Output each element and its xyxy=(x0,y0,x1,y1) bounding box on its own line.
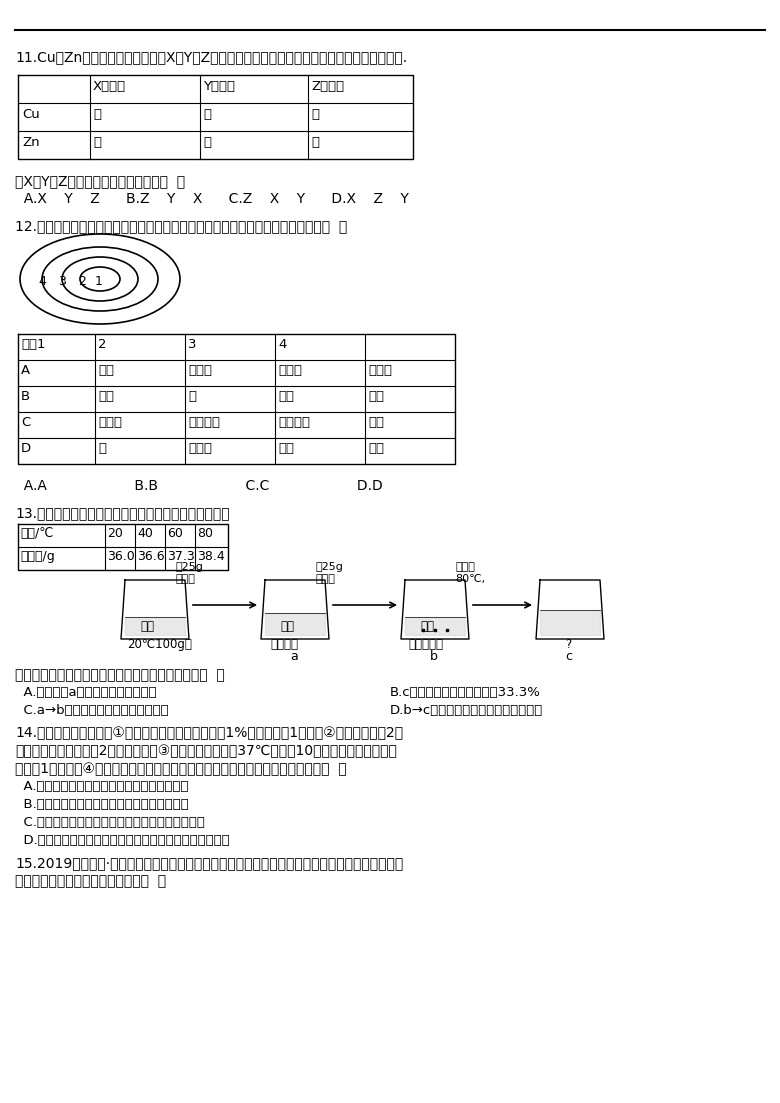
Text: 升唤液，乙试管内加入2毫升镜糊液。③同时将两试管恒温37℃，水浵10分钟后取出，冷却后分: 升唤液，乙试管内加入2毫升镜糊液。③同时将两试管恒温37℃，水浵10分钟后取出，… xyxy=(15,745,397,758)
Text: 36.0: 36.0 xyxy=(107,550,135,563)
Text: 11.Cu、Zn分别放入其他三种金属X、Y、Z的盐溶液中，反应后有无金属析出的情况如下表所示.: 11.Cu、Zn分别放入其他三种金属X、Y、Z的盐溶液中，反应后有无金属析出的情… xyxy=(15,50,407,64)
Text: 搅拌: 搅拌 xyxy=(280,620,294,633)
Text: A.加碗液的目的是为了让试管内的液体呼蓝色: A.加碗液的目的是为了让试管内的液体呼蓝色 xyxy=(15,780,189,793)
Text: 20℃100g水: 20℃100g水 xyxy=(127,638,192,651)
Text: 太阳系: 太阳系 xyxy=(278,364,302,377)
Text: a: a xyxy=(290,650,298,663)
Text: X盐溶液: X盐溶液 xyxy=(93,81,126,93)
Text: 4: 4 xyxy=(278,338,286,351)
Text: 3: 3 xyxy=(188,338,197,351)
Text: 37.3: 37.3 xyxy=(167,550,195,563)
Text: C: C xyxy=(21,416,30,429)
Text: 40: 40 xyxy=(137,527,153,540)
Text: 銀河系: 銀河系 xyxy=(188,364,212,377)
Text: 加热至
80℃,: 加热至 80℃, xyxy=(455,563,485,583)
Text: 36.6: 36.6 xyxy=(137,550,165,563)
Text: 有: 有 xyxy=(311,108,319,121)
Text: 压力: 压力 xyxy=(368,442,384,456)
Text: 有: 有 xyxy=(203,136,211,149)
Text: 细菌: 细菌 xyxy=(368,416,384,429)
Text: 加25g
氯化钠: 加25g 氯化钠 xyxy=(175,563,203,583)
Text: 根据溶解度表和如图操作步骤，下列判断正确的是（  ）: 根据溶解度表和如图操作步骤，下列判断正确的是（ ） xyxy=(15,668,225,682)
Text: 种子: 种子 xyxy=(98,390,114,403)
Text: 赛中涉及的科学知识分析正确的是（  ）: 赛中涉及的科学知识分析正确的是（ ） xyxy=(15,874,166,888)
Text: 15.2019世界羽联·世界巡回赛中石宇奇资得了本赛季首冠。如图所示是他击球的瞬间，下列有关比: 15.2019世界羽联·世界巡回赛中石宇奇资得了本赛季首冠。如图所示是他击球的瞬… xyxy=(15,856,403,870)
Text: 重力: 重力 xyxy=(278,442,294,456)
Text: Cu: Cu xyxy=(22,108,40,121)
Text: C.a→b过程中，甲物质的溶解度不变: C.a→b过程中，甲物质的溶解度不变 xyxy=(15,704,168,717)
Text: 20: 20 xyxy=(107,527,123,540)
Text: b: b xyxy=(430,650,438,663)
Text: D.该实验结论是甲试管内液体不变蓝，乙试管内液体变蓝: D.该实验结论是甲试管内液体不变蓝，乙试管内液体变蓝 xyxy=(15,834,230,847)
Text: 宇宙: 宇宙 xyxy=(98,364,114,377)
Text: A.A                    B.B                    C.C                    D.D: A.A B.B C.C D.D xyxy=(15,479,383,493)
Text: Y盐溶液: Y盐溶液 xyxy=(203,81,235,93)
Text: 80: 80 xyxy=(197,527,213,540)
Text: 13.已知氯化钓的部分溶解度与温度的关系如下表所示：: 13.已知氯化钓的部分溶解度与温度的关系如下表所示： xyxy=(15,506,229,520)
Text: B: B xyxy=(21,390,30,403)
Text: 4: 4 xyxy=(38,275,46,288)
Text: 有: 有 xyxy=(311,136,319,149)
Text: 温度/℃: 温度/℃ xyxy=(20,527,53,540)
Text: 无: 无 xyxy=(203,108,211,121)
Text: 微生物: 微生物 xyxy=(98,416,122,429)
Text: Zn: Zn xyxy=(22,136,40,149)
Text: c: c xyxy=(565,650,572,663)
Text: A.X    Y    Z      B.Z    Y    X      C.Z    X    Y      D.X    Z    Y: A.X Y Z B.Z Y X C.Z X Y D.X Z Y xyxy=(15,192,409,206)
Text: 摩擦力: 摩擦力 xyxy=(188,442,212,456)
Text: 别滚加1滴碗液。④观察结果，发现只有乙试管内液体变蓝色。下列叙述正确的是（  ）: 别滚加1滴碗液。④观察结果，发现只有乙试管内液体变蓝色。下列叙述正确的是（ ） xyxy=(15,762,346,777)
Text: 地月系: 地月系 xyxy=(368,364,392,377)
Text: 真核生物: 真核生物 xyxy=(188,416,220,429)
Text: 1: 1 xyxy=(95,275,103,288)
Text: 38.4: 38.4 xyxy=(197,550,225,563)
Text: 14.小金做了如下实验：①取甲、乙两试管，分别加入1%淠粉溶液品1毫升。②甲试管内加入2毫: 14.小金做了如下实验：①取甲、乙两试管，分别加入1%淠粉溶液品1毫升。②甲试管… xyxy=(15,726,403,740)
Text: 完全溶解: 完全溶解 xyxy=(270,638,298,651)
Text: 搅拌: 搅拌 xyxy=(420,620,434,633)
Text: 搅拌: 搅拌 xyxy=(140,620,154,633)
Text: A: A xyxy=(21,364,30,377)
Text: 胚乳: 胚乳 xyxy=(278,390,294,403)
Text: Z盐溶液: Z盐溶液 xyxy=(311,81,344,93)
Text: 力: 力 xyxy=(98,442,106,456)
Text: B.该实验结果可用水银温度计直接测量并记录: B.该实验结果可用水银温度计直接测量并记录 xyxy=(15,797,189,811)
Text: 加25g
氯化钠: 加25g 氯化钠 xyxy=(315,563,343,583)
Text: 原核生物: 原核生物 xyxy=(278,416,310,429)
Text: 选项1: 选项1 xyxy=(21,338,45,351)
Text: 子叶: 子叶 xyxy=(368,390,384,403)
Text: C.该实验的目的是探究唤液是否能促进淠粉的分解: C.该实验的目的是探究唤液是否能促进淠粉的分解 xyxy=(15,816,205,829)
Text: 则X、Y、Z金属活动顺序由强到弱为（  ）: 则X、Y、Z金属活动顺序由强到弱为（ ） xyxy=(15,174,185,188)
Text: 溶解度/g: 溶解度/g xyxy=(20,550,55,563)
Text: 胚: 胚 xyxy=(188,390,196,403)
Text: 2: 2 xyxy=(98,338,107,351)
Text: 3: 3 xyxy=(58,275,66,288)
Text: A.无法判旭a中溶液是否为饱和溶液: A.无法判旭a中溶液是否为饱和溶液 xyxy=(15,686,157,699)
Text: ?: ? xyxy=(565,638,571,651)
Text: 无: 无 xyxy=(93,136,101,149)
Text: 2: 2 xyxy=(78,275,86,288)
Text: B.c中溶液溶质的质量分数为33.3%: B.c中溶液溶质的质量分数为33.3% xyxy=(390,686,541,699)
Text: 60: 60 xyxy=(167,527,183,540)
Text: 无: 无 xyxy=(93,108,101,121)
Text: 杯底有固体: 杯底有固体 xyxy=(408,638,443,651)
Text: D: D xyxy=(21,442,31,456)
Text: 12.如果用如图表示各种概念之间的大小和包含关系，表中选项中与图示相符的是（  ）: 12.如果用如图表示各种概念之间的大小和包含关系，表中选项中与图示相符的是（ ） xyxy=(15,219,347,233)
Text: D.b→c过程中，水的质量分数不断增大: D.b→c过程中，水的质量分数不断增大 xyxy=(390,704,543,717)
